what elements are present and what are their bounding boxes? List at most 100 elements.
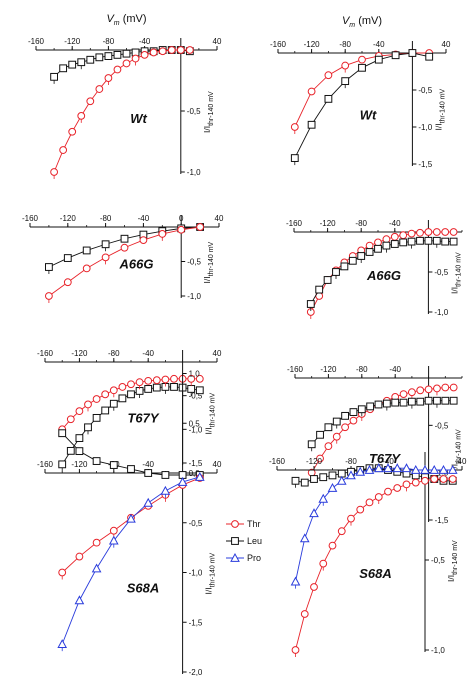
data-point (158, 47, 167, 56)
x-tick-label: -80 (345, 457, 357, 466)
series-line (53, 49, 190, 173)
data-point (358, 55, 366, 64)
data-point (399, 231, 408, 240)
chart-panel-right-a66g: -160 -120 -80 -40 -0,5 -1,0 I/Ithr-140 mV A66G (286, 219, 463, 319)
data-point (374, 55, 383, 64)
y-tick-label: -1,0 (189, 425, 203, 434)
data-point (120, 234, 129, 243)
data-point (374, 238, 382, 247)
vm-unit: (mV) (120, 13, 147, 25)
data-point (393, 484, 402, 492)
data-point (310, 475, 318, 483)
data-point (315, 285, 324, 294)
y-tick-label: -0,5 (189, 392, 203, 401)
data-point (66, 415, 75, 424)
data-point (407, 229, 416, 238)
data-point (346, 470, 356, 480)
data-point (392, 463, 403, 473)
data-point (68, 60, 77, 69)
x-tick-label: -160 (22, 214, 39, 223)
x-tick-label: -120 (304, 40, 321, 49)
x-tick-label: -40 (142, 460, 154, 469)
data-point (177, 225, 186, 234)
y-tick-label: 0,5 (189, 419, 201, 428)
data-point (441, 237, 450, 246)
data-point (291, 476, 300, 485)
data-point (120, 243, 129, 252)
data-point (382, 399, 391, 408)
data-point (416, 236, 424, 245)
y-tick-label: -0,5 (435, 421, 449, 430)
y-tick-label: 1,0 (189, 370, 201, 379)
data-point (86, 97, 95, 106)
data-point (57, 639, 68, 649)
data-point (131, 54, 140, 63)
data-point (58, 429, 67, 438)
data-point (341, 77, 350, 86)
data-point (324, 423, 333, 432)
data-point (195, 386, 204, 395)
y-axis-label: I/Ithr-140 mV (202, 241, 215, 283)
data-point (104, 74, 113, 82)
x-tick-label: 40 (213, 37, 222, 46)
data-point (328, 471, 337, 480)
data-point (170, 374, 178, 383)
data-point (407, 237, 416, 246)
data-point (358, 63, 366, 72)
data-point (307, 120, 316, 129)
data-point (384, 487, 392, 496)
data-point (109, 386, 118, 395)
data-point (63, 278, 72, 287)
data-point (319, 559, 328, 568)
series-pro (290, 463, 458, 589)
data-point (337, 527, 346, 536)
legend-item-pro: Pro (226, 552, 261, 563)
data-point (340, 262, 349, 271)
vm-symbol: V (106, 13, 115, 25)
data-point (306, 300, 315, 308)
data-point (365, 248, 374, 256)
y-axis-label: I/Ithr-140 mV (446, 540, 459, 582)
data-point (341, 61, 350, 70)
genotype-label: S68A (359, 566, 392, 581)
x-tick-label: -40 (142, 349, 154, 358)
data-point (118, 383, 127, 391)
vm-unit: (mV) (355, 15, 382, 27)
series-thr (45, 223, 205, 303)
data-point (416, 386, 425, 395)
data-point (187, 374, 196, 383)
data-point (187, 385, 196, 393)
legend-item-leu: Leu (226, 536, 262, 546)
y-tick-label: -1,0 (187, 168, 201, 177)
data-point (374, 400, 383, 409)
legend-marker (231, 537, 239, 545)
data-point (449, 228, 458, 236)
y-axis-label-main: I/I (202, 276, 212, 283)
data-point (324, 71, 333, 80)
genotype-label: Wt (360, 108, 377, 123)
data-point (299, 533, 310, 543)
y-tick-label: -2,0 (189, 668, 203, 676)
x-tick-label: -80 (355, 219, 367, 228)
data-point (161, 375, 170, 384)
x-tick-label: -120 (60, 214, 77, 223)
data-point (408, 397, 416, 406)
y-axis-label-sub: thr-140 mV (210, 392, 217, 427)
series-leu (58, 383, 204, 472)
data-point (391, 51, 400, 60)
data-point (402, 480, 411, 489)
x-tick-label: 40 (442, 40, 451, 49)
data-point (349, 416, 358, 425)
x-tick-label: -40 (389, 365, 401, 374)
y-tick-label: -1,0 (418, 123, 432, 132)
y-axis-label-sub: thr-140 mV (452, 540, 459, 575)
data-point (391, 398, 400, 407)
data-point (194, 471, 205, 481)
data-point (82, 264, 91, 273)
data-point (59, 64, 68, 73)
data-point (424, 385, 433, 394)
data-point (101, 253, 110, 262)
chart-panel-left-t67y: -160 -120 -80 -40 40 -0,5 -1,0 -1,5 I/Ithr-140 m… (37, 349, 222, 472)
data-point (356, 505, 365, 514)
